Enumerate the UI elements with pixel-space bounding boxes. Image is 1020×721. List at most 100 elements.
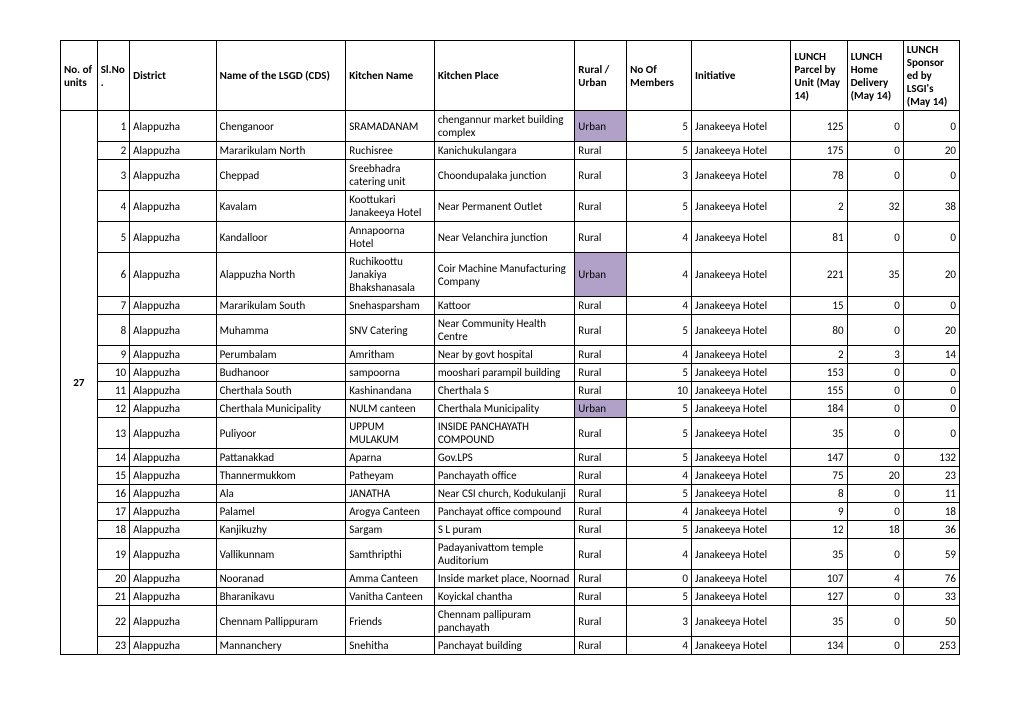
- cell: 0: [847, 449, 903, 467]
- cell: 15: [791, 297, 847, 315]
- table-row: 10AlappuzhaBudhanoorsampoornamooshari pa…: [61, 364, 960, 382]
- cell: Ala: [216, 485, 346, 503]
- cell: 16: [97, 485, 129, 503]
- cell: Janakeeya Hotel: [691, 588, 790, 606]
- cell: Rural: [575, 418, 627, 449]
- cell: Janakeeya Hotel: [691, 346, 790, 364]
- cell: Alappuzha: [130, 503, 216, 521]
- cell: Choondupalaka junction: [434, 160, 574, 191]
- cell: Rural: [575, 142, 627, 160]
- table-row: 9AlappuzhaPerumbalamAmrithamNear by govt…: [61, 346, 960, 364]
- cell: 0: [847, 364, 903, 382]
- cell: Alappuzha: [130, 253, 216, 297]
- cell: 0: [847, 637, 903, 655]
- cell: 18: [847, 521, 903, 539]
- cell: Janakeeya Hotel: [691, 315, 790, 346]
- table-row: 4AlappuzhaKavalamKoottukari Janakeeya Ho…: [61, 191, 960, 222]
- cell: chengannur market building complex: [434, 111, 574, 142]
- cell: Alappuzha: [130, 297, 216, 315]
- table-row: 21AlappuzhaBharanikavuVanitha CanteenKoy…: [61, 588, 960, 606]
- cell: Amritham: [346, 346, 435, 364]
- cell: Panchayath office: [434, 467, 574, 485]
- cell: 18: [903, 503, 959, 521]
- table-row: 7AlappuzhaMararikulam SouthSnehasparsham…: [61, 297, 960, 315]
- cell: Janakeeya Hotel: [691, 570, 790, 588]
- cell: Koottukari Janakeeya Hotel: [346, 191, 435, 222]
- cell: 4: [627, 637, 692, 655]
- cell: Urban: [575, 111, 627, 142]
- cell: Janakeeya Hotel: [691, 418, 790, 449]
- cell: Janakeeya Hotel: [691, 449, 790, 467]
- header-sponsor: LUNCH Sponsor ed by LSGI's (May 14): [903, 41, 959, 111]
- cell: 17: [97, 503, 129, 521]
- cell: Snehasparsham: [346, 297, 435, 315]
- cell: S L puram: [434, 521, 574, 539]
- cell: Kattoor: [434, 297, 574, 315]
- table-row: 14AlappuzhaPattanakkadAparnaGov.LPSRural…: [61, 449, 960, 467]
- cell: Urban: [575, 400, 627, 418]
- cell: 9: [97, 346, 129, 364]
- table-row: 18AlappuzhaKanjikuzhySargamS L puramRura…: [61, 521, 960, 539]
- header-kname: Kitchen Name: [346, 41, 435, 111]
- cell: Janakeeya Hotel: [691, 111, 790, 142]
- cell: Friends: [346, 606, 435, 637]
- cell: Snehitha: [346, 637, 435, 655]
- cell: 0: [847, 485, 903, 503]
- cell: Gov.LPS: [434, 449, 574, 467]
- cell: Alappuzha: [130, 588, 216, 606]
- cell: Vanitha Canteen: [346, 588, 435, 606]
- cell: 22: [97, 606, 129, 637]
- table-row: 22AlappuzhaChennam PallippuramFriendsChe…: [61, 606, 960, 637]
- cell: Alappuzha: [130, 315, 216, 346]
- cell: Rural: [575, 364, 627, 382]
- cell: 253: [903, 637, 959, 655]
- units-cell: 27: [61, 111, 98, 655]
- table-row: 20AlappuzhaNooranadAmma CanteenInside ma…: [61, 570, 960, 588]
- cell: Janakeeya Hotel: [691, 222, 790, 253]
- cell: Alappuzha: [130, 485, 216, 503]
- cell: Rural: [575, 222, 627, 253]
- cell: Coir Machine Manufacturing Company: [434, 253, 574, 297]
- cell: Cherthala Municipality: [216, 400, 346, 418]
- header-kplace: Kitchen Place: [434, 41, 574, 111]
- cell: 175: [791, 142, 847, 160]
- cell: Puliyoor: [216, 418, 346, 449]
- cell: 35: [791, 606, 847, 637]
- cell: 4: [627, 346, 692, 364]
- cell: 127: [791, 588, 847, 606]
- cell: Vallikunnam: [216, 539, 346, 570]
- cell: Alappuzha: [130, 142, 216, 160]
- cell: Rural: [575, 315, 627, 346]
- cell: 107: [791, 570, 847, 588]
- table-row: 11AlappuzhaCherthala SouthKashinandanaCh…: [61, 382, 960, 400]
- cell: 21: [97, 588, 129, 606]
- cell: Cherthala S: [434, 382, 574, 400]
- cell: Janakeeya Hotel: [691, 521, 790, 539]
- table-row: 6AlappuzhaAlappuzha NorthRuchikoottu Jan…: [61, 253, 960, 297]
- table-row: 3AlappuzhaCheppadSreebhadra catering uni…: [61, 160, 960, 191]
- cell: 35: [791, 539, 847, 570]
- cell: 0: [903, 111, 959, 142]
- cell: 5: [627, 400, 692, 418]
- cell: 0: [627, 570, 692, 588]
- cell: 75: [791, 467, 847, 485]
- cell: Alappuzha: [130, 222, 216, 253]
- cell: INSIDE PANCHAYATH COMPOUND: [434, 418, 574, 449]
- cell: Sargam: [346, 521, 435, 539]
- cell: 4: [627, 467, 692, 485]
- cell: 20: [903, 315, 959, 346]
- cell: 10: [627, 382, 692, 400]
- cell: 20: [903, 142, 959, 160]
- cell: Rural: [575, 467, 627, 485]
- cell: 2: [97, 142, 129, 160]
- header-init: Initiative: [691, 41, 790, 111]
- cell: 0: [903, 382, 959, 400]
- cell: Alappuzha: [130, 521, 216, 539]
- cell: Alappuzha: [130, 382, 216, 400]
- cell: 0: [847, 418, 903, 449]
- cell: 23: [97, 637, 129, 655]
- cell: Ruchikoottu Janakiya Bhakshanasala: [346, 253, 435, 297]
- cell: 50: [903, 606, 959, 637]
- cell: 125: [791, 111, 847, 142]
- cell: Near CSI church, Kodukulanji: [434, 485, 574, 503]
